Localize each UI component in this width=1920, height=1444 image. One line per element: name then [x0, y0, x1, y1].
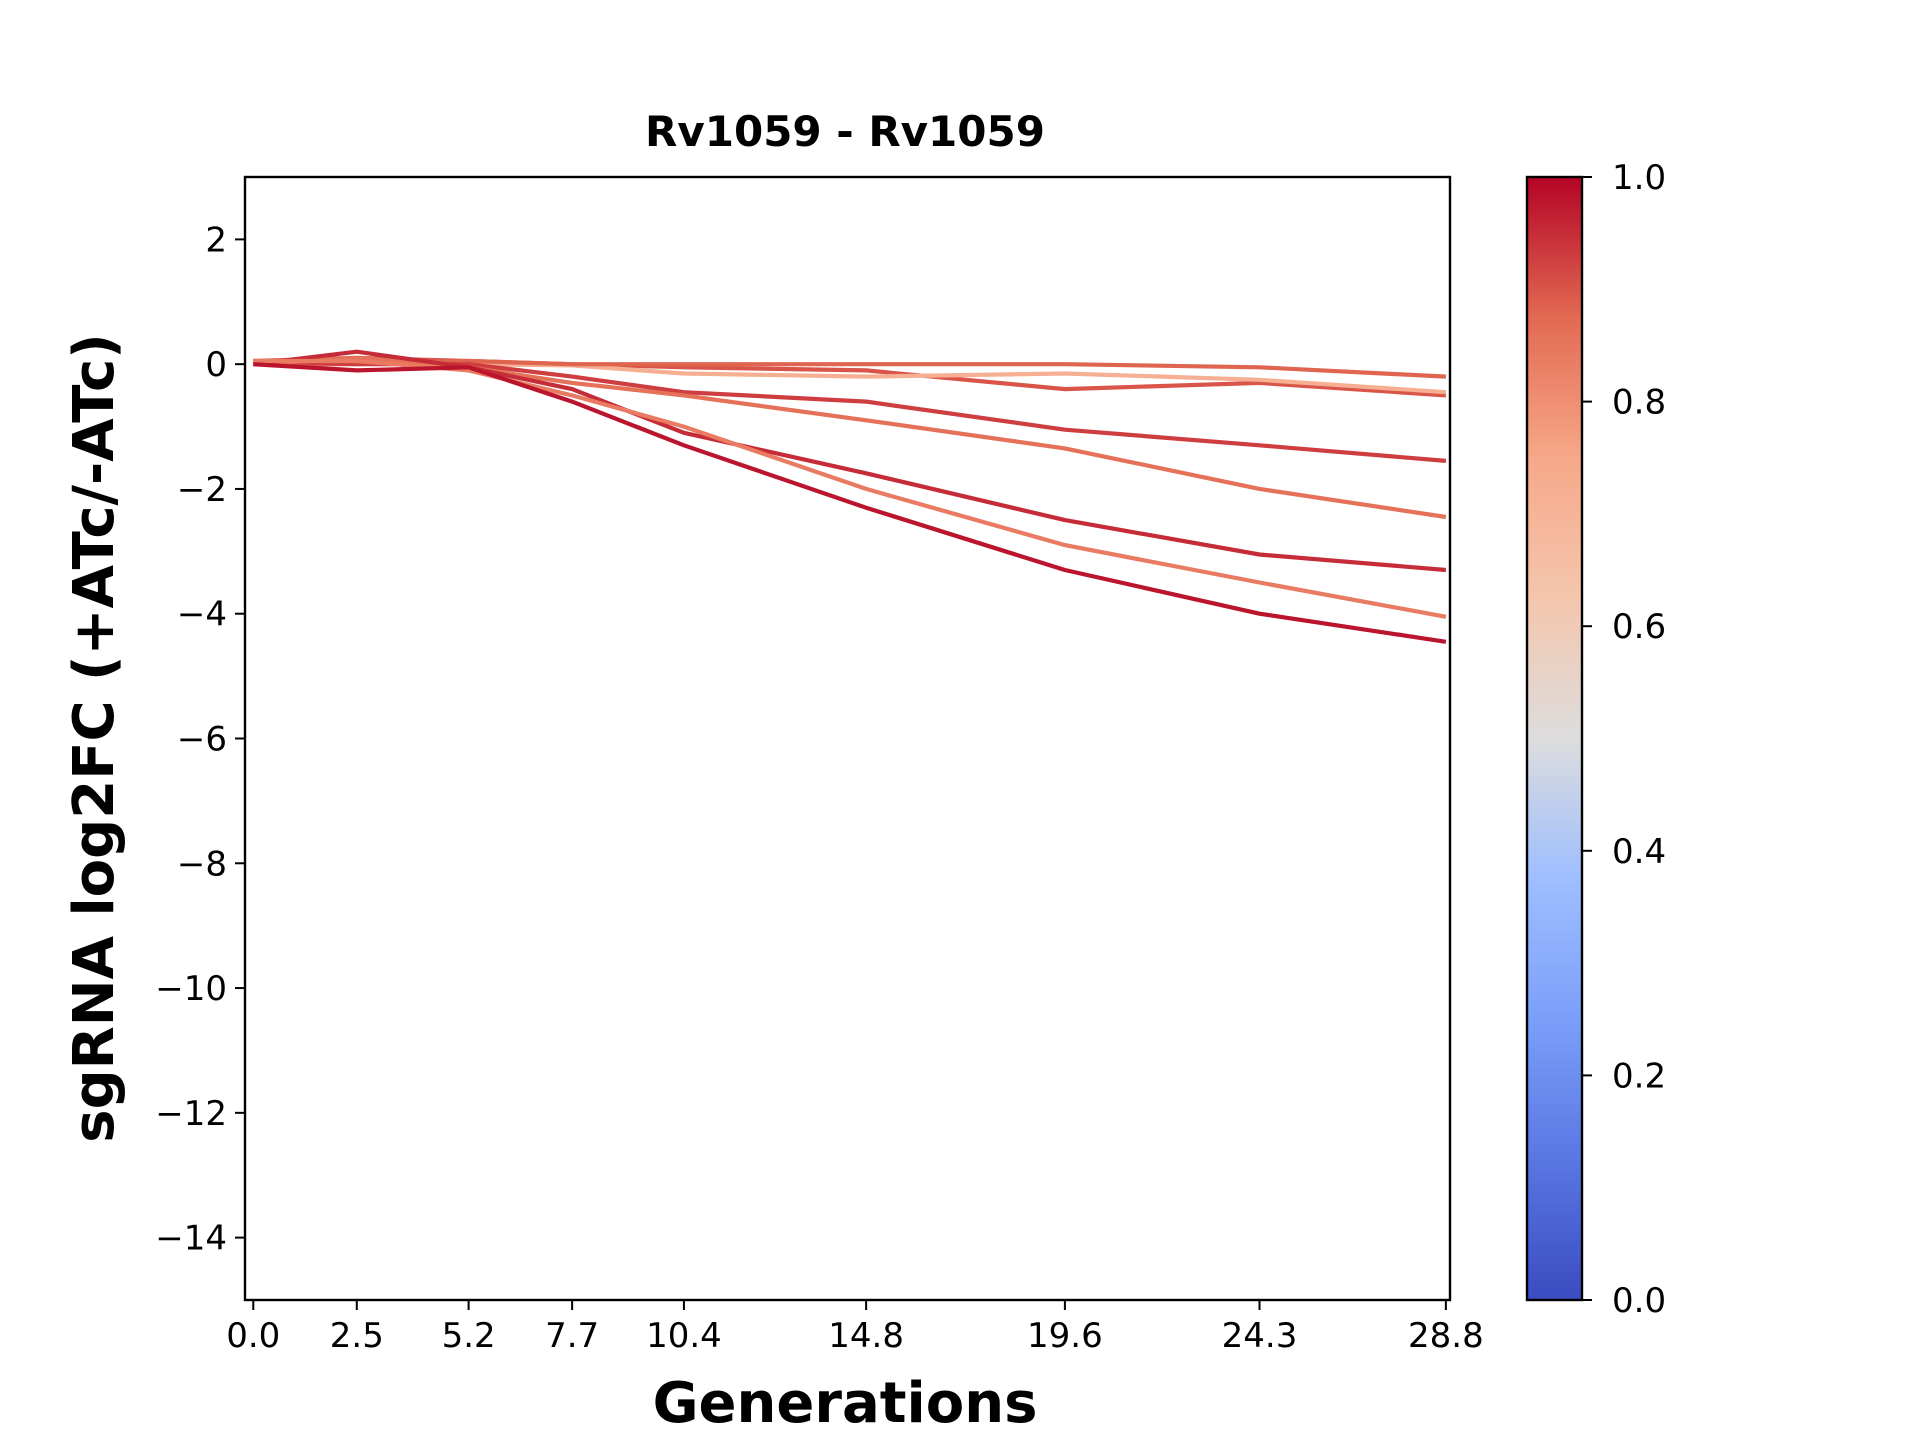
- colorbar-tick-label: 1.0: [1612, 158, 1666, 198]
- y-tick-label: −6: [177, 720, 227, 760]
- x-tick-label: 5.2: [442, 1316, 496, 1356]
- y-tick-label: −10: [155, 969, 227, 1009]
- plot-frame: [243, 175, 1452, 1302]
- series-line-8: [253, 362, 1447, 644]
- colorbar-tick-label: 0.8: [1612, 383, 1666, 423]
- x-tick-label: 28.8: [1408, 1316, 1484, 1356]
- x-tick-label: 0.0: [226, 1316, 280, 1356]
- x-axis: 0.0 2.5 5.2 7.7 10.4 14.8 19.6 24.3 28.8: [226, 1300, 1484, 1356]
- x-axis-label: Generations: [653, 1371, 1038, 1436]
- chart-title: Rv1059 - Rv1059: [645, 107, 1045, 156]
- x-tick-label: 14.8: [828, 1316, 904, 1356]
- colorbar-tick-label: 0.4: [1612, 832, 1666, 872]
- colorbar-tick-label: 0.0: [1612, 1281, 1666, 1321]
- y-tick-label: 0: [205, 345, 227, 385]
- y-tick-label: −8: [177, 844, 227, 884]
- y-axis: 2 0 −2 −4 −6 −8 −10 −12 −14: [155, 220, 245, 1259]
- x-tick-label: 24.3: [1222, 1316, 1298, 1356]
- y-axis-label: sgRNA log2FC (+ATc/-ATc): [62, 333, 127, 1143]
- y-tick-label: −14: [155, 1219, 227, 1259]
- y-tick-label: −4: [177, 595, 227, 635]
- x-tick-label: 7.7: [545, 1316, 599, 1356]
- colorbar-tick-label: 0.2: [1612, 1056, 1666, 1096]
- y-tick-label: −12: [155, 1094, 227, 1134]
- y-tick-label: −2: [177, 470, 227, 510]
- colorbar-axis: 0.0 0.2 0.4 0.6 0.8 1.0: [1582, 158, 1666, 1321]
- x-tick-label: 10.4: [646, 1316, 722, 1356]
- series-line-5: [253, 355, 1447, 520]
- x-tick-label: 19.6: [1027, 1316, 1103, 1356]
- colorbar-tick-label: 0.6: [1612, 607, 1666, 647]
- series-line-7: [253, 358, 1447, 619]
- series-layer: [253, 349, 1447, 644]
- y-tick-label: 2: [205, 220, 227, 260]
- series-line-6: [253, 349, 1447, 573]
- x-tick-label: 2.5: [330, 1316, 384, 1356]
- colorbar: [1525, 175, 1584, 1302]
